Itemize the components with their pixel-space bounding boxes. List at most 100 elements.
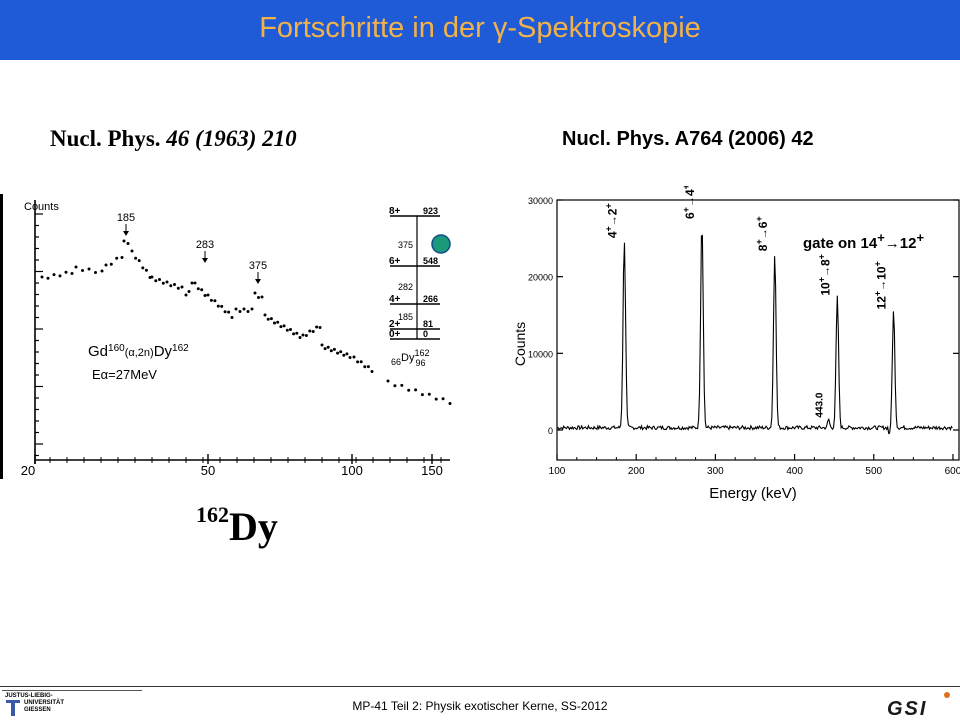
old-data-point [58,274,62,278]
old-data-point [165,280,169,284]
level-energy: 548 [423,256,438,266]
old-peak-labels: 185 283 375 [117,212,267,284]
old-peak-arrowhead [123,231,129,236]
old-data-point [234,307,238,311]
reference-left-journal: Nucl. Phys. [50,126,167,151]
old-data-point [363,365,367,369]
modern-peak-label: 443.0 [815,392,826,417]
title-gamma-symbol: γ [492,12,508,44]
old-data-point [434,397,438,401]
old-data-point [386,379,390,383]
reference-left: Nucl. Phys. 46 (1963) 210 [50,126,297,152]
beam-energy-label: Eα=27MeV [92,367,157,382]
old-data-point [332,347,336,351]
old-data-point [285,328,289,332]
modern-x-tick-label: 100 [549,466,566,477]
old-data-point [206,293,210,297]
level-spin: 4+ [389,294,401,305]
gate-label: gate on 14+→12+ [803,230,924,252]
old-data-point [329,349,333,353]
old-data-point [336,351,340,355]
old-data-point [52,273,56,277]
old-data-point [238,310,242,313]
old-plot-frame-left [0,194,3,479]
old-data-point [407,388,411,392]
old-data-point [393,384,397,388]
old-data-point [173,283,176,286]
old-data-point [193,281,197,285]
old-data-point [141,266,145,270]
old-data-point [104,263,108,267]
level-energy: 81 [423,319,433,329]
old-data-point [266,317,270,321]
old-data-point [154,279,158,283]
modern-x-ticks: 100 200 300 400 500 600 [549,454,960,477]
old-data-point [269,317,273,321]
modern-spectrum-line [556,234,953,435]
modern-y-tick-label: 20000 [528,273,553,283]
old-peak-label: 185 [117,212,135,224]
old-data-point [203,294,207,297]
old-data-point [315,325,319,329]
slide-title: Fortschritte in der γ-Spektroskopie [0,12,960,45]
old-data-point [150,275,154,279]
old-data-point [120,256,124,259]
old-data-point [134,256,138,260]
old-data-point [242,307,246,311]
old-x-tick-label: 150 [421,463,443,478]
old-data-point [257,296,260,299]
level-spin: 2+ [389,319,401,330]
old-spectrum-plot: Counts 20 50 100 150 185 283 375 Gd160(α,2n)D… [0,194,452,479]
old-data-point [276,320,280,324]
old-x-tick-label: 20 [21,463,35,478]
old-data-point [158,278,161,281]
old-data-point [40,275,44,279]
level-spin: 0+ [389,329,401,340]
old-data-point [366,365,370,369]
title-suffix: -Spektroskopie [507,12,701,44]
reference-left-volume: 46 (1963) 210 [166,126,297,151]
old-data-point [230,316,234,319]
modern-y-tick-label: 0 [548,426,553,436]
transition-energy: 282 [398,282,413,292]
level-spin: 6+ [389,256,401,267]
transition-energy: 185 [398,312,413,322]
modern-peak-labels: 4+→2+ 6+→4+ 8+→6+ 443.0 10+→8+ 12+→10+ [603,186,888,418]
old-data-point [70,272,74,275]
isotope-mass-number: 162 [196,501,229,527]
old-data-point [348,356,352,359]
old-data-point [263,313,267,317]
old-data-point [326,345,330,349]
logo-line-2: UNIVERSITÄT [24,699,64,706]
reference-right: Nucl. Phys. A764 (2006) 42 [562,128,814,150]
old-data-point [352,355,356,359]
modern-peak-label: 6+→4+ [681,186,697,219]
old-data-point [64,270,68,274]
modern-y-label: Counts [512,322,528,366]
old-data-point [308,329,312,333]
modern-x-tick-label: 600 [945,466,960,477]
old-data-point [216,304,220,308]
old-data-point [126,242,130,245]
old-data-point [209,298,213,302]
old-data-point [100,269,104,273]
gsi-logo: GSI [887,692,950,718]
modern-peak-label: 10+→8+ [816,254,832,296]
old-data-point [448,402,452,405]
old-data-point [144,268,148,272]
old-y-ticks [35,213,43,457]
footer-text: MP-41 Teil 2: Physik exotischer Kerne, S… [352,699,608,713]
level-energy: 266 [423,294,438,304]
logo-line-1: JUSTUS-LIEBIG- [5,693,53,699]
isotope-label: 162Dy [196,501,278,550]
old-data-point [46,276,50,280]
header-bar [0,0,960,60]
old-data-point [169,284,173,288]
isotope-symbol: Dy [229,504,278,549]
old-data-point [320,343,324,347]
old-data-point [250,307,254,311]
old-data-point [74,265,78,269]
old-x-ticks: 20 50 100 150 [21,454,443,478]
old-data-point [342,353,346,357]
modern-peak-label: 8+→6+ [754,216,770,251]
